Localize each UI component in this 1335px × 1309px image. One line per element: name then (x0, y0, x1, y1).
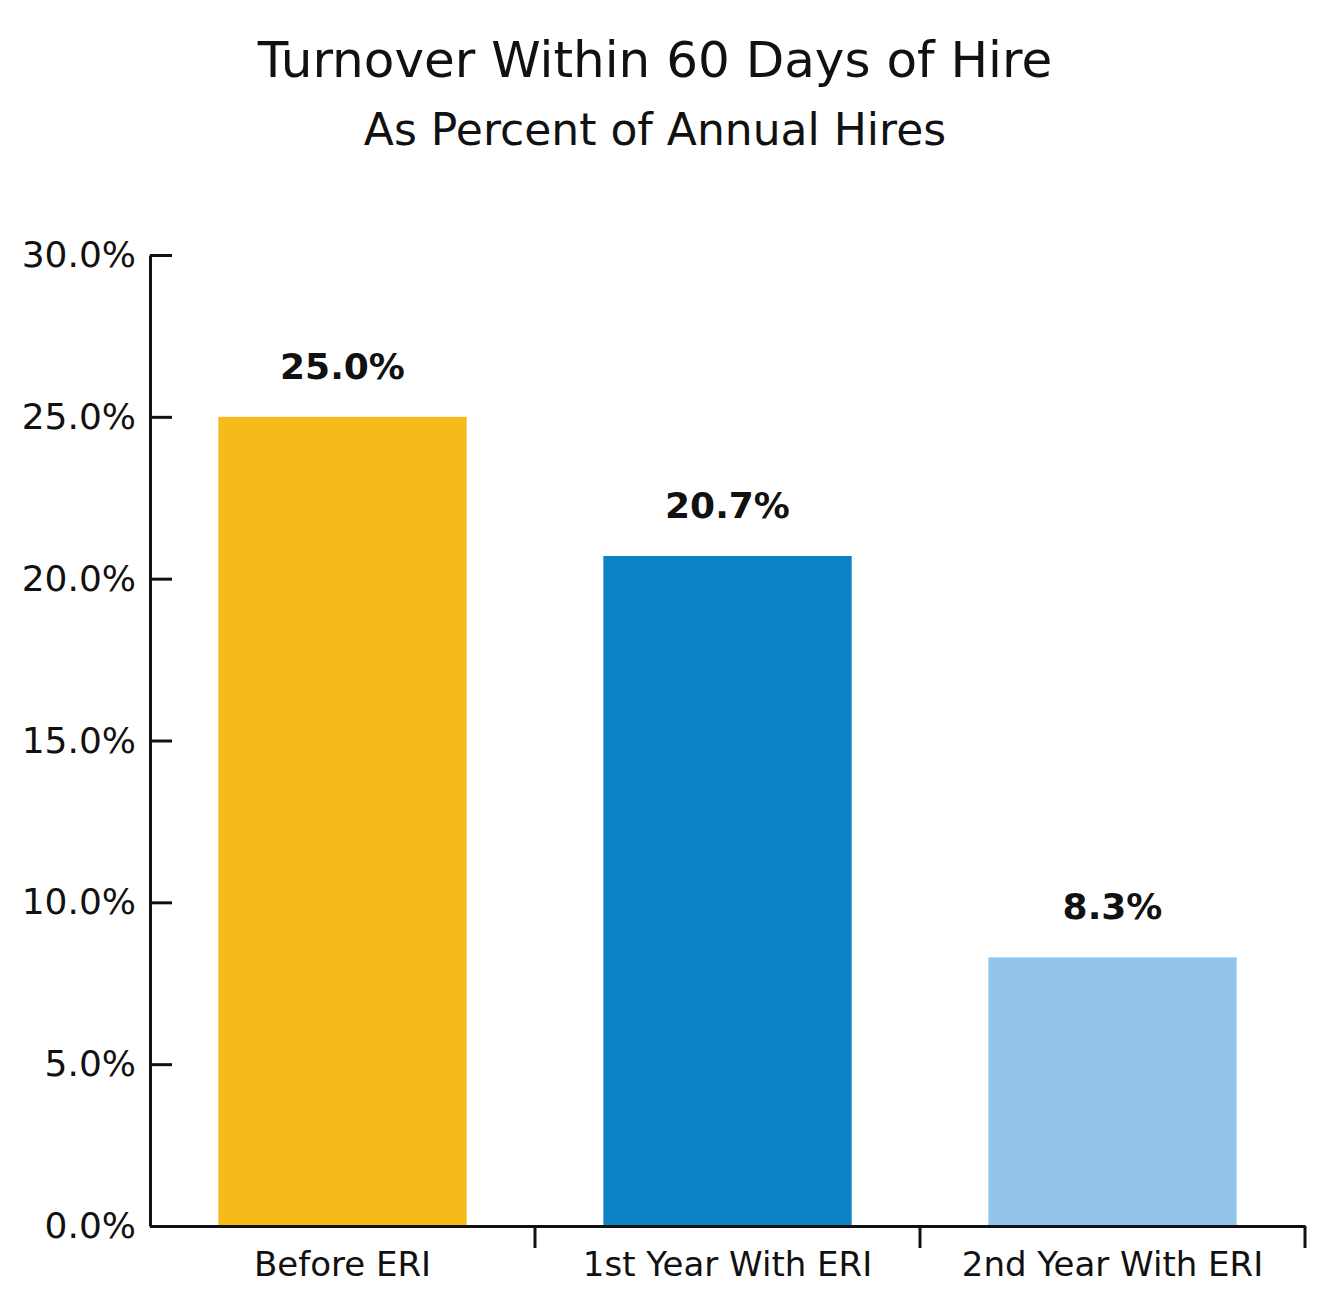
y-tick-mark (150, 1063, 172, 1066)
x-tick-label: Before ERI (254, 1244, 431, 1284)
y-tick-label: 30.0% (22, 234, 136, 275)
y-tick-label: 25.0% (22, 396, 136, 437)
y-tick: 20.0% (22, 558, 172, 599)
x-tick-label: 1st Year With ERI (583, 1244, 872, 1284)
y-tick-mark (150, 254, 172, 257)
data-labels: 25.0% 20.7% 8.3% (280, 346, 1162, 928)
y-axis: 0.0% 5.0% 10.0% 15.0% 20.0% 25.0% 30.0% (22, 234, 172, 1246)
y-tick-mark (150, 578, 172, 581)
x-axis-line (151, 1225, 1306, 1228)
bar (603, 556, 851, 1226)
bars (218, 417, 1236, 1226)
y-tick-mark (150, 901, 172, 904)
subtitle: As Percent of Annual Hires (364, 104, 946, 155)
bar (988, 957, 1236, 1226)
y-tick: 15.0% (22, 720, 172, 761)
data-label: 25.0% (280, 346, 405, 387)
y-tick: 10.0% (22, 881, 172, 922)
y-tick-label: 20.0% (22, 558, 136, 599)
title: Turnover Within 60 Days of Hire (257, 31, 1052, 89)
x-tick: 2nd Year With ERI (962, 1226, 1264, 1284)
category-separator (1304, 1226, 1307, 1248)
x-tick-label: 2nd Year With ERI (962, 1244, 1264, 1284)
y-tick-label: 0.0% (45, 1205, 136, 1246)
data-label: 20.7% (665, 485, 790, 526)
chart: Turnover Within 60 Days of Hire As Percen… (0, 0, 1335, 1309)
x-tick: Before ERI (254, 1226, 431, 1284)
x-axis: Before ERI 1st Year With ERI 2nd Year With… (151, 1226, 1306, 1284)
bar (218, 417, 466, 1226)
plot: 0.0% 5.0% 10.0% 15.0% 20.0% 25.0% 30.0% Before … (22, 234, 1306, 1284)
y-tick-label: 10.0% (22, 881, 136, 922)
category-separator (534, 1226, 537, 1248)
y-tick: 25.0% (22, 396, 172, 437)
y-tick-label: 5.0% (45, 1043, 136, 1084)
y-tick-label: 15.0% (22, 720, 136, 761)
y-tick: 5.0% (45, 1043, 172, 1084)
y-tick-mark (150, 740, 172, 743)
category-separator (919, 1226, 922, 1248)
y-tick-mark (150, 416, 172, 419)
data-label: 8.3% (1063, 886, 1163, 927)
x-tick: 1st Year With ERI (583, 1226, 872, 1284)
y-tick: 30.0% (22, 234, 172, 275)
